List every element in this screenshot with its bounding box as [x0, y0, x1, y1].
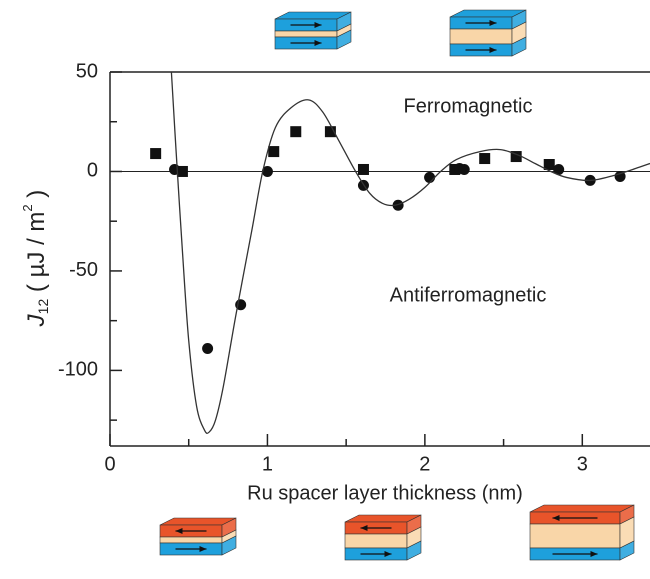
y-label-part: J: [23, 313, 50, 327]
x-tick-label: 2: [419, 453, 430, 475]
y-label-part: ): [23, 190, 50, 205]
layer: [530, 524, 620, 548]
y-tick-label: 0: [87, 160, 98, 182]
layer-stack: [530, 505, 634, 560]
x-axis-label: Ru spacer layer thickness (nm): [247, 482, 523, 504]
layer-stack: [450, 10, 526, 56]
layer-stack: [345, 515, 421, 560]
layer: [160, 537, 222, 543]
y-axis-label: J12 ( µJ / m2 ): [20, 190, 50, 328]
data-point: [150, 148, 161, 159]
data-point: [358, 164, 369, 175]
y-tick-label: -100: [58, 359, 98, 381]
layer-stack: [160, 518, 236, 555]
layer: [345, 534, 407, 548]
y-label-part: ( µJ / m: [23, 212, 50, 299]
annotation: Ferromagnetic: [404, 95, 533, 117]
data-point: [290, 126, 301, 137]
data-point: [479, 153, 490, 164]
data-point: [424, 172, 435, 183]
annotation: Antiferromagnetic: [390, 284, 547, 306]
stack-top: [530, 505, 634, 512]
x-tick-label: 1: [262, 453, 273, 475]
layer-stack: [275, 12, 351, 49]
y-tick-label: 50: [76, 60, 98, 82]
data-point: [202, 343, 213, 354]
layer: [450, 29, 512, 44]
y-label-part: 2: [20, 204, 35, 211]
chart: Ferromagnetic Antiferromagnetic Ru space…: [0, 0, 650, 579]
layer: [275, 31, 337, 37]
theory-curve: [171, 72, 650, 433]
x-tick-label: 3: [577, 453, 588, 475]
data-point: [169, 164, 180, 175]
y-tick-label: -50: [69, 259, 98, 281]
data-point: [459, 164, 470, 175]
y-label-part: 12: [35, 299, 51, 315]
x-tick-label: 0: [104, 453, 115, 475]
data-point: [268, 146, 279, 157]
